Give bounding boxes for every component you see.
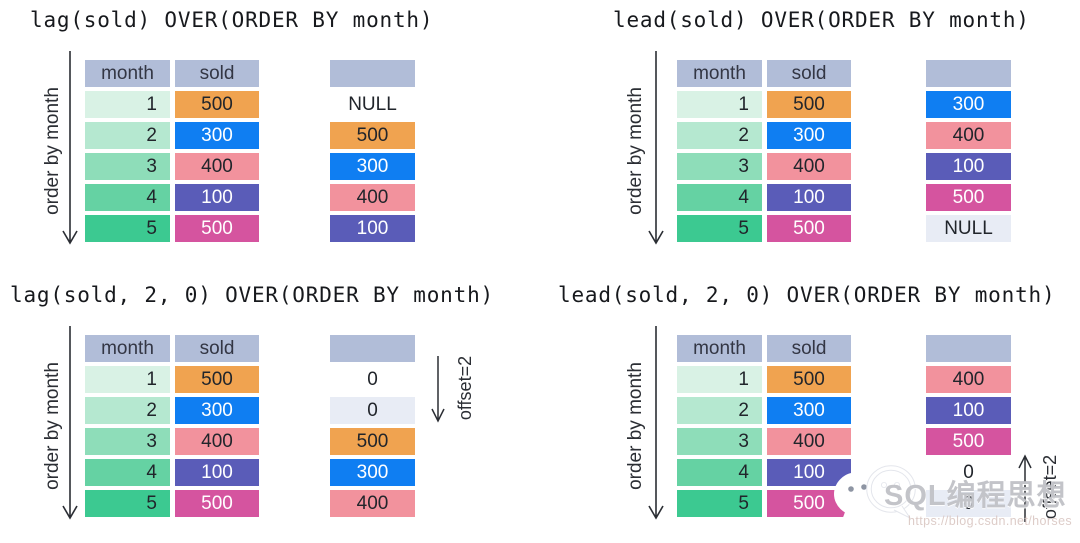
result-column-header [330,60,415,87]
order-direction-down-arrow-icon [648,51,664,245]
result-cell: 300 [330,459,415,486]
result-cell: 400 [330,184,415,211]
month-cell: 5 [677,490,762,517]
month-column-header: month [677,60,762,87]
sold-column-header: sold [767,335,851,362]
month-cell: 4 [677,459,762,486]
sold-column-header: sold [767,60,851,87]
month-cell: 3 [677,428,762,455]
sold-cell: 500 [175,215,259,242]
result-cell: 400 [926,366,1011,393]
result-cell: 400 [330,490,415,517]
month-cell: 1 [677,91,762,118]
offset-up-arrow-icon [1018,454,1032,522]
result-cell: 0 [330,366,415,393]
month-column-header: month [85,60,170,87]
offset-label: offset=2 [455,355,475,421]
result-cell: NULL [330,91,415,118]
result-cell: 500 [926,428,1011,455]
panel-title: lead(sold) OVER(ORDER BY month) [613,8,1030,32]
month-column-header: month [677,335,762,362]
month-cell: 2 [677,397,762,424]
month-cell: 4 [677,184,762,211]
panel-title: lead(sold, 2, 0) OVER(ORDER BY month) [558,283,1056,307]
month-cell: 1 [85,366,170,393]
result-cell: 300 [926,91,1011,118]
month-column-header: month [85,335,170,362]
result-cell: 500 [330,428,415,455]
result-column-header [330,335,415,362]
result-cell: 100 [330,215,415,242]
result-cell: 500 [926,184,1011,211]
sold-cell: 100 [175,184,259,211]
sold-cell: 400 [175,153,259,180]
month-cell: 3 [677,153,762,180]
result-cell: 0 [926,459,1011,486]
month-cell: 4 [85,459,170,486]
month-cell: 5 [85,215,170,242]
result-cell: 0 [330,397,415,424]
result-cell: NULL [926,215,1011,242]
month-cell: 3 [85,153,170,180]
sold-cell: 100 [767,184,851,211]
panel-lag-offset: lag(sold, 2, 0) OVER(ORDER BY month) ord… [0,275,540,543]
result-cell: 500 [330,122,415,149]
order-direction-down-arrow-icon [62,326,78,520]
panel-lead-basic: lead(sold) OVER(ORDER BY month) order by… [592,0,1080,272]
sold-cell: 500 [767,490,851,517]
month-cell: 1 [85,91,170,118]
sold-column-header: sold [175,60,259,87]
sold-cell: 300 [175,122,259,149]
panel-title: lag(sold) OVER(ORDER BY month) [30,8,434,32]
result-cell: 0 [926,490,1011,517]
sold-cell: 400 [767,428,851,455]
panel-lead-offset: lead(sold, 2, 0) OVER(ORDER BY month) or… [558,275,1080,543]
sold-cell: 300 [767,122,851,149]
sold-cell: 500 [175,91,259,118]
sold-cell: 400 [767,153,851,180]
order-by-month-label: order by month [625,362,646,490]
sold-cell: 500 [175,366,259,393]
month-cell: 2 [85,122,170,149]
month-cell: 2 [677,122,762,149]
month-cell: 5 [85,490,170,517]
sold-cell: 100 [175,459,259,486]
sold-cell: 100 [767,459,851,486]
month-cell: 3 [85,428,170,455]
sold-cell: 500 [767,215,851,242]
result-cell: 400 [926,122,1011,149]
result-column-header [926,60,1011,87]
order-direction-down-arrow-icon [648,326,664,520]
sold-cell: 400 [175,428,259,455]
month-cell: 4 [85,184,170,211]
order-direction-down-arrow-icon [62,51,78,245]
month-cell: 1 [677,366,762,393]
result-cell: 100 [926,153,1011,180]
result-cell: 300 [330,153,415,180]
result-cell: 100 [926,397,1011,424]
result-column-header [926,335,1011,362]
sold-column-header: sold [175,335,259,362]
month-cell: 5 [677,215,762,242]
offset-label: offset=2 [1040,454,1060,520]
sold-cell: 500 [767,91,851,118]
order-by-month-label: order by month [625,87,646,215]
month-cell: 2 [85,397,170,424]
offset-down-arrow-icon [431,356,445,423]
sold-cell: 300 [175,397,259,424]
sold-cell: 300 [767,397,851,424]
panel-lag-basic: lag(sold) OVER(ORDER BY month) order by … [0,0,540,272]
panel-title: lag(sold, 2, 0) OVER(ORDER BY month) [10,283,494,307]
sold-cell: 500 [175,490,259,517]
sold-cell: 500 [767,366,851,393]
